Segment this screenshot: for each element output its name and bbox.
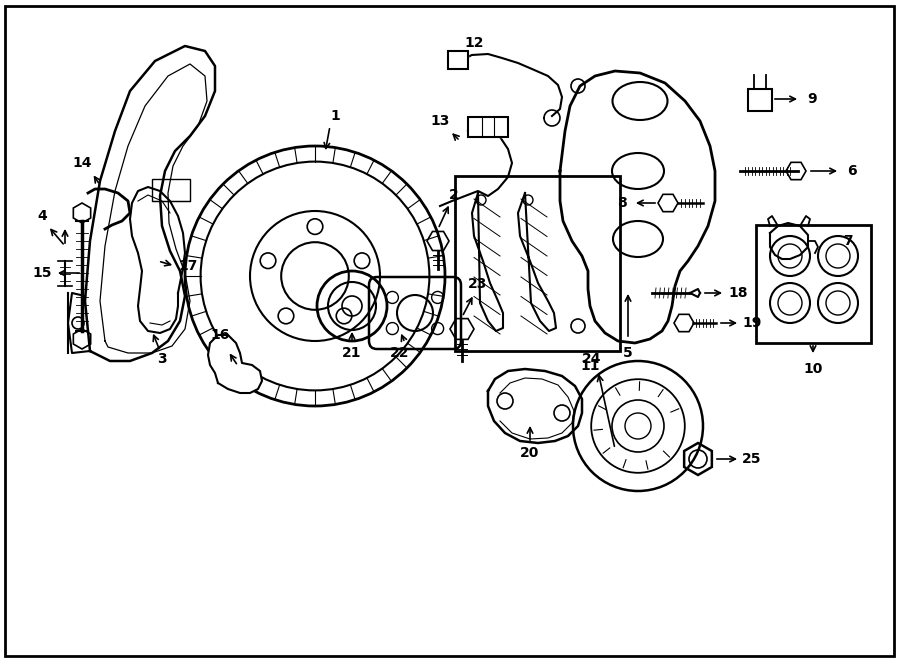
Polygon shape	[455, 176, 620, 351]
Text: 6: 6	[847, 164, 857, 178]
Polygon shape	[130, 187, 185, 333]
Bar	[756, 225, 871, 343]
Text: 11: 11	[580, 359, 599, 373]
Polygon shape	[560, 71, 715, 343]
Text: 1: 1	[330, 109, 340, 123]
Text: 24: 24	[582, 352, 602, 366]
Text: 15: 15	[32, 266, 52, 280]
Text: 3: 3	[158, 352, 166, 366]
Text: 10: 10	[804, 362, 823, 376]
Text: 25: 25	[742, 452, 761, 466]
Text: 18: 18	[728, 286, 748, 300]
Bar	[748, 89, 772, 111]
Text: 22: 22	[391, 346, 410, 360]
Text: 19: 19	[742, 316, 761, 330]
Polygon shape	[518, 193, 556, 331]
Polygon shape	[770, 223, 808, 259]
Text: 7: 7	[843, 234, 853, 248]
Polygon shape	[488, 369, 582, 443]
Text: 4: 4	[37, 209, 47, 223]
Polygon shape	[448, 51, 468, 69]
Bar	[455, 176, 620, 351]
Polygon shape	[756, 225, 871, 343]
Text: 2: 2	[449, 188, 459, 202]
Text: 14: 14	[72, 156, 92, 170]
Bar	[468, 117, 508, 137]
Bar	[152, 179, 190, 201]
Text: 12: 12	[464, 36, 484, 50]
Text: 17: 17	[178, 259, 198, 273]
Text: 20: 20	[520, 446, 540, 460]
Polygon shape	[468, 117, 508, 137]
Polygon shape	[208, 335, 262, 393]
Text: 13: 13	[430, 114, 450, 128]
Text: 8: 8	[617, 196, 627, 210]
Text: 21: 21	[342, 346, 362, 360]
Bar	[448, 51, 468, 69]
Polygon shape	[472, 193, 503, 331]
Text: 5: 5	[623, 346, 633, 360]
Polygon shape	[748, 89, 772, 111]
Text: 9: 9	[807, 92, 817, 106]
Text: 16: 16	[211, 328, 230, 342]
Text: 23: 23	[468, 277, 488, 291]
Polygon shape	[85, 46, 215, 361]
